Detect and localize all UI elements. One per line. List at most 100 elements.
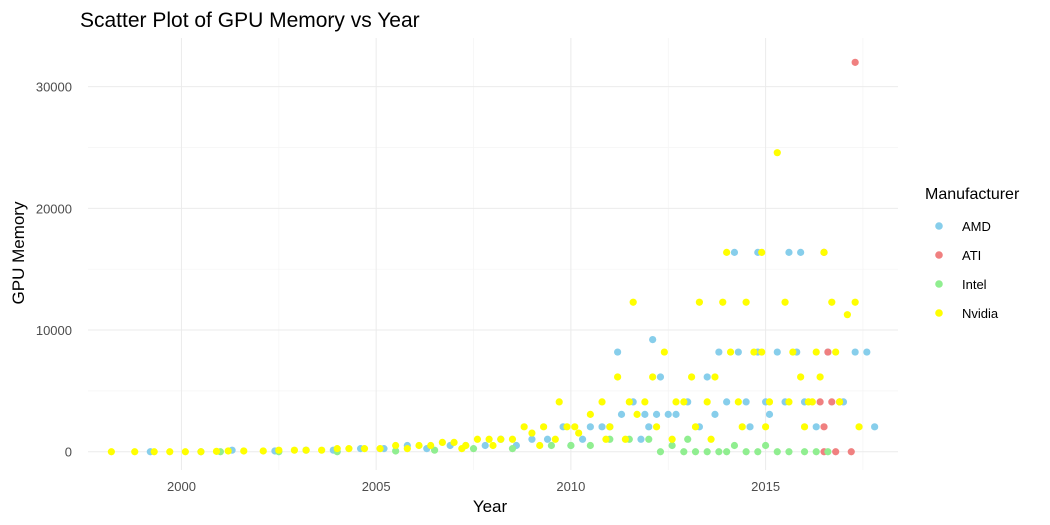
data-point <box>302 446 310 454</box>
data-point <box>641 410 649 418</box>
data-point <box>742 398 750 406</box>
data-points <box>107 58 879 456</box>
data-point <box>290 446 298 454</box>
data-point <box>543 435 552 443</box>
data-point <box>711 410 719 418</box>
data-point <box>637 435 645 443</box>
data-point <box>551 435 559 443</box>
data-point <box>773 448 781 456</box>
data-point <box>711 373 719 381</box>
data-point <box>333 445 341 453</box>
data-point <box>765 398 774 406</box>
y-axis-ticks: 0 10000 20000 30000 <box>36 80 72 460</box>
data-point <box>719 298 727 306</box>
data-point <box>863 348 871 356</box>
data-point <box>820 248 828 256</box>
data-point <box>688 373 696 381</box>
data-point <box>691 423 700 431</box>
data-point <box>816 398 824 406</box>
data-point <box>742 448 750 456</box>
data-point <box>578 435 587 443</box>
data-point <box>224 447 232 455</box>
data-point <box>438 438 446 447</box>
data-point <box>734 398 742 406</box>
legend-label: Intel <box>962 277 987 292</box>
data-point <box>649 335 657 344</box>
data-point <box>360 445 369 453</box>
data-point <box>800 423 809 431</box>
data-point <box>707 435 715 443</box>
data-point <box>660 348 668 356</box>
data-point <box>598 423 606 431</box>
x-tick-label: 2005 <box>362 479 391 494</box>
data-point <box>808 398 816 406</box>
data-point <box>555 398 563 406</box>
data-point <box>664 410 672 418</box>
y-tick-label: 10000 <box>36 323 72 338</box>
data-point <box>485 435 493 443</box>
data-point <box>606 423 614 431</box>
data-point <box>586 441 594 450</box>
series-nvidia <box>107 149 863 456</box>
data-point <box>812 448 820 456</box>
series-intel <box>216 435 832 456</box>
data-point <box>832 448 840 456</box>
data-point <box>672 410 680 418</box>
data-point <box>649 373 657 381</box>
data-point <box>824 448 832 456</box>
legend-label: AMD <box>962 219 991 234</box>
data-point <box>181 448 189 456</box>
data-point <box>703 448 711 456</box>
series-amd <box>146 248 879 456</box>
data-point <box>656 373 665 381</box>
data-point <box>797 248 805 256</box>
x-axis-ticks: 2000 2005 2010 2015 <box>167 479 780 494</box>
x-tick-label: 2015 <box>751 479 780 494</box>
data-point <box>415 441 423 450</box>
data-point <box>652 423 661 431</box>
data-point <box>812 423 820 431</box>
data-point <box>641 398 649 406</box>
data-point <box>761 423 770 431</box>
data-point <box>166 448 174 456</box>
data-point <box>730 248 739 256</box>
y-axis-title: GPU Memory <box>9 201 28 304</box>
data-point <box>855 423 863 431</box>
data-point <box>785 398 793 406</box>
data-point <box>540 423 548 431</box>
data-point <box>458 445 466 453</box>
data-point <box>586 410 594 418</box>
data-point <box>730 441 739 450</box>
legend-key <box>935 251 943 259</box>
data-point <box>547 441 556 450</box>
data-point <box>150 448 158 456</box>
legend-key <box>935 280 943 288</box>
data-point <box>645 435 653 443</box>
data-point <box>758 248 766 256</box>
data-point <box>528 435 536 443</box>
data-point <box>392 441 400 450</box>
data-point <box>668 441 676 450</box>
data-point <box>427 441 435 450</box>
data-point <box>851 58 859 66</box>
data-point <box>563 423 571 431</box>
data-point <box>789 348 797 356</box>
data-point <box>746 423 754 431</box>
data-point <box>726 348 735 356</box>
data-point <box>843 311 851 319</box>
data-point <box>345 445 353 453</box>
data-point <box>672 398 680 406</box>
data-point <box>742 298 750 306</box>
data-point <box>668 435 676 443</box>
data-point <box>797 373 805 381</box>
data-point <box>575 429 583 437</box>
minor-grid <box>88 38 898 470</box>
data-point <box>625 398 633 406</box>
legend-label: Nvidia <box>962 306 999 321</box>
major-grid <box>88 38 898 470</box>
data-point <box>820 423 828 431</box>
data-point <box>376 445 384 453</box>
data-point <box>617 410 626 418</box>
data-point <box>785 248 793 256</box>
data-point <box>621 435 630 443</box>
